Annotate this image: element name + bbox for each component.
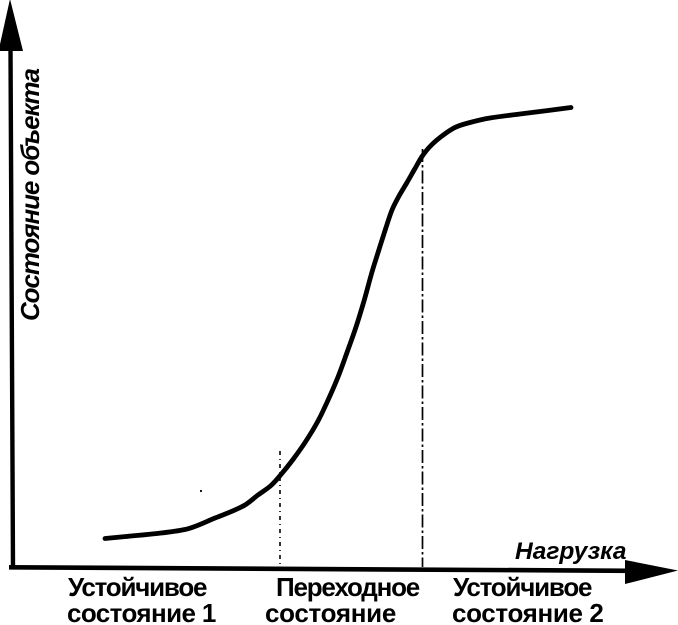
svg-text:состояние 1: состояние 1: [67, 598, 216, 625]
svg-text:Переходное: Переходное: [276, 572, 420, 602]
svg-text:Устойчивое: Устойчивое: [453, 572, 592, 602]
svg-text:Устойчивое: Устойчивое: [68, 572, 207, 602]
svg-text:Нагрузка: Нагрузка: [515, 538, 627, 565]
svg-text:состояние: состояние: [265, 598, 396, 625]
svg-text:состояние 2: состояние 2: [452, 598, 604, 625]
svg-text:Состояние объекта: Состояние объекта: [15, 68, 45, 321]
